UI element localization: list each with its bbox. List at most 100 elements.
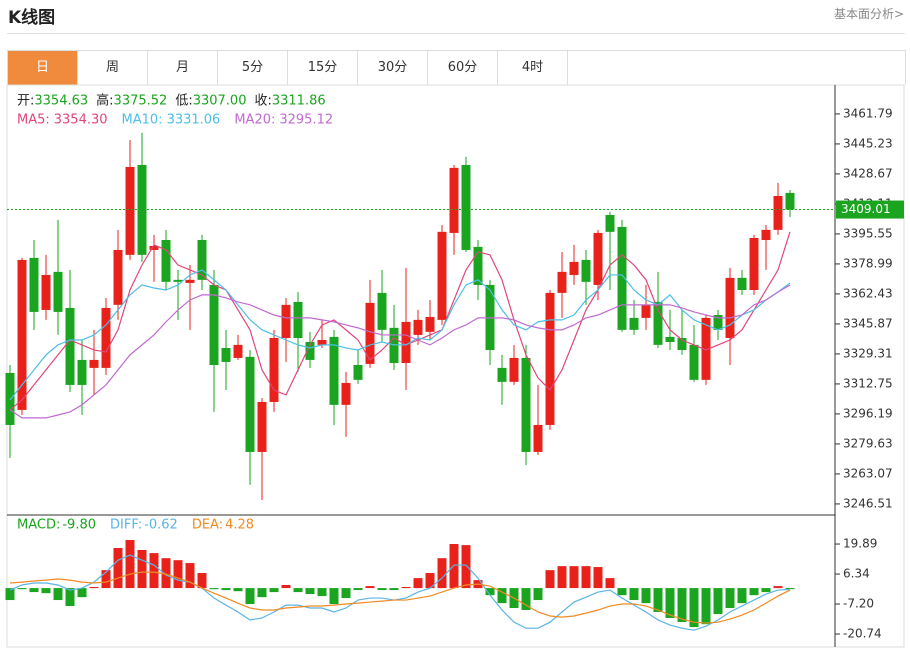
candle-body [521,357,531,452]
candle-body [365,302,375,364]
macd-bar [497,588,507,604]
candle-body [17,259,27,410]
candle-body [197,239,207,280]
macd-bar [341,588,351,599]
y-tick-label: 3329.31 [843,346,893,360]
candle-body [449,167,459,233]
tab[interactable]: 周 [78,51,148,85]
macd-bar [701,588,711,625]
ma-line [9,231,791,411]
candle-body [641,304,651,318]
legend-text: 收: [254,94,271,109]
candle-body [677,338,687,350]
legend-text: DIFF: [110,518,142,533]
candle-body [581,259,591,282]
chart-frame [6,84,905,648]
candle-body [269,338,279,402]
candle-body [113,249,123,305]
legend-text: 3307.00 [193,94,247,109]
candle-body [173,279,183,282]
macd-bar [629,588,639,601]
y-tick-label: -20.74 [843,627,882,641]
header-link[interactable]: 基本面分析> [833,7,904,21]
candle-body [65,307,75,385]
candle-body [125,166,135,255]
candle-body [245,356,255,452]
macd-bar [449,544,459,589]
tab[interactable]: 月 [148,51,218,85]
candle-body [629,317,639,330]
y-tick-label: 3445.23 [843,136,893,150]
macd-bar [125,540,135,589]
candle-body [425,316,435,332]
legend-text: 高: [96,93,113,109]
macd-bar [185,563,195,589]
macd-bar [641,588,651,604]
macd-bar [557,566,567,589]
y-tick-label: 3296.19 [843,406,893,420]
header-title: K线图 [8,8,56,28]
candle-body [725,277,735,339]
candle-body [317,339,327,345]
candle-body [569,261,579,275]
candle-body [209,284,219,365]
candle-body [137,164,147,255]
macd-bar [53,588,63,601]
macd-bar [17,588,27,590]
legend-text: -0.62 [144,518,178,533]
candle-body [377,292,387,330]
macd-line [9,571,791,624]
ma-line [9,284,791,419]
candle-body [509,357,519,382]
macd-bar [269,588,279,593]
macd-bar [461,545,471,589]
candle-body [281,304,291,339]
macd-bar [533,588,543,601]
macd-bar [365,586,375,589]
macd-bar [689,588,699,628]
macd-bar [149,553,159,589]
legend-text: 开: [17,94,34,109]
macd-bar [281,584,291,589]
candle-body [29,257,39,312]
macd-bar [41,588,51,594]
macd-bar [593,567,603,589]
macd-bar [305,588,315,595]
macd-bar [425,573,435,589]
tab-bar: 日周月 5分 15分 30分 60分 4时 [7,50,906,85]
y-tick-label: 19.89 [843,537,877,551]
y-tick-label: 3246.51 [843,496,893,510]
candle-body [53,271,63,312]
tab[interactable]: 30分 [358,51,428,85]
candle-body [533,424,543,452]
tab[interactable]: 4时 [498,51,568,85]
legend-text: MACD: [17,518,60,533]
tab[interactable]: 60分 [428,51,498,85]
tab[interactable]: 5分 [218,51,288,85]
y-tick-label: 3279.63 [843,436,893,450]
candle-body [701,317,711,380]
candle-body [773,195,783,230]
macd-bar [761,588,771,593]
macd-bar [545,570,555,589]
macd-bar [773,586,783,589]
candle-body [737,277,747,290]
y-tick-label: 3461.79 [843,106,893,120]
candle-body [557,271,567,293]
y-tick-label: 3378.99 [843,256,893,270]
macd-bar [137,549,147,589]
tab[interactable]: 15分 [288,51,358,85]
candle-body [689,344,699,380]
candle-body [149,245,159,250]
macd-bar [617,588,627,596]
y-tick-label: 3263.07 [843,466,893,480]
legend-text: MA20: [234,113,275,128]
candle-body [89,359,99,368]
macd-bar [173,560,183,589]
ma-line [9,269,791,401]
tab[interactable]: 日 [8,51,78,85]
macd-bar [353,588,363,591]
macd-bar [713,588,723,614]
legend-text: MA10: [122,113,163,128]
